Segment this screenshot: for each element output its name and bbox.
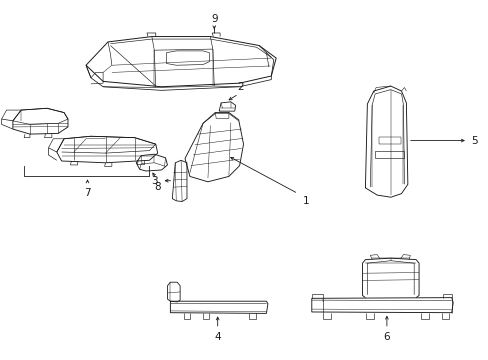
Text: 7: 7 [84,188,91,198]
Text: 4: 4 [214,332,221,342]
Text: 2: 2 [237,82,244,92]
Text: 3: 3 [151,176,158,186]
Text: 5: 5 [470,136,477,145]
Text: 9: 9 [210,14,217,24]
Text: 8: 8 [154,182,161,192]
Text: 1: 1 [303,196,309,206]
Text: 6: 6 [383,332,389,342]
